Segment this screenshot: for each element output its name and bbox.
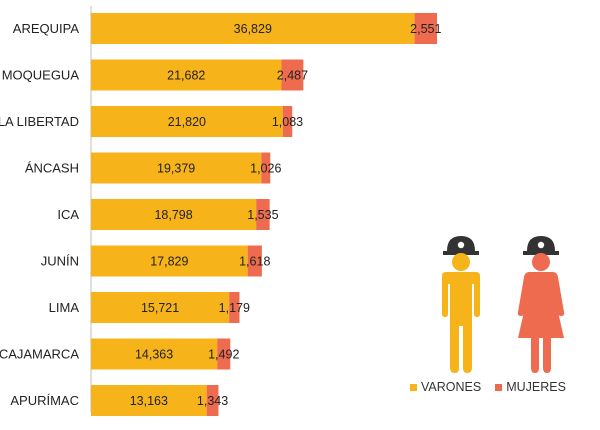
legend-item-mujeres: MUJERES [495, 380, 566, 394]
bar-varones [91, 152, 262, 184]
value-label-varones: 13,163 [130, 394, 168, 408]
bar-varones [91, 199, 257, 230]
value-label-mujeres: 2,551 [410, 22, 441, 36]
legend-swatch-mujeres [495, 383, 503, 391]
value-label-mujeres: 1,179 [219, 301, 250, 315]
value-label-varones: 18,798 [154, 208, 192, 222]
category-label: AREQUIPA [13, 21, 80, 36]
value-label-varones: 36,829 [234, 22, 272, 36]
bar-mujeres [261, 152, 271, 184]
category-label: LIMA [49, 300, 80, 315]
legend-swatch-varones [410, 383, 417, 391]
category-label: MOQUEGUA [2, 68, 80, 83]
value-label-mujeres: 1,492 [208, 348, 239, 362]
bar-varones [91, 292, 230, 323]
man-miner-icon [442, 236, 480, 373]
bar-mujeres [206, 385, 219, 416]
legend-item-varones: VARONES [410, 380, 481, 394]
legend-label-mujeres: MUJERES [506, 380, 566, 394]
value-label-mujeres: 1,083 [272, 115, 303, 129]
legend: VARONES MUJERES [410, 380, 580, 394]
bar-mujeres [217, 338, 231, 370]
bar-mujeres [256, 199, 270, 230]
bar-varones [91, 385, 207, 416]
category-label: ICA [57, 207, 79, 222]
figures-illustration [442, 236, 565, 373]
legend-label-varones: VARONES [421, 380, 482, 394]
value-label-varones: 14,363 [135, 348, 173, 362]
value-label-mujeres: 1,026 [250, 162, 281, 176]
bar-mujeres [229, 292, 240, 323]
value-label-varones: 17,829 [150, 255, 188, 269]
category-label: ÁNCASH [25, 161, 79, 176]
value-label-varones: 19,379 [157, 162, 195, 176]
bar-varones [91, 59, 282, 91]
category-label: CAJAMARCA [0, 347, 79, 362]
bar-varones [91, 245, 248, 277]
value-label-varones: 21,682 [167, 69, 205, 83]
bar-varones [91, 338, 218, 370]
value-label-mujeres: 1,618 [239, 255, 270, 269]
value-label-varones: 21,820 [168, 115, 206, 129]
bar-mujeres [282, 106, 293, 137]
category-label: LA LIBERTAD [0, 114, 79, 129]
value-label-mujeres: 2,487 [277, 69, 308, 83]
category-label: APURÍMAC [10, 393, 79, 408]
bar-varones [91, 13, 415, 44]
category-label: JUNÍN [41, 254, 79, 269]
value-label-mujeres: 1,343 [197, 394, 228, 408]
value-label-varones: 15,721 [141, 301, 179, 315]
value-label-mujeres: 1,535 [247, 208, 278, 222]
bar-mujeres [414, 13, 437, 44]
bar-mujeres [281, 59, 304, 91]
woman-miner-icon [517, 236, 565, 373]
bar-varones [91, 106, 283, 137]
bar-mujeres [247, 245, 262, 277]
